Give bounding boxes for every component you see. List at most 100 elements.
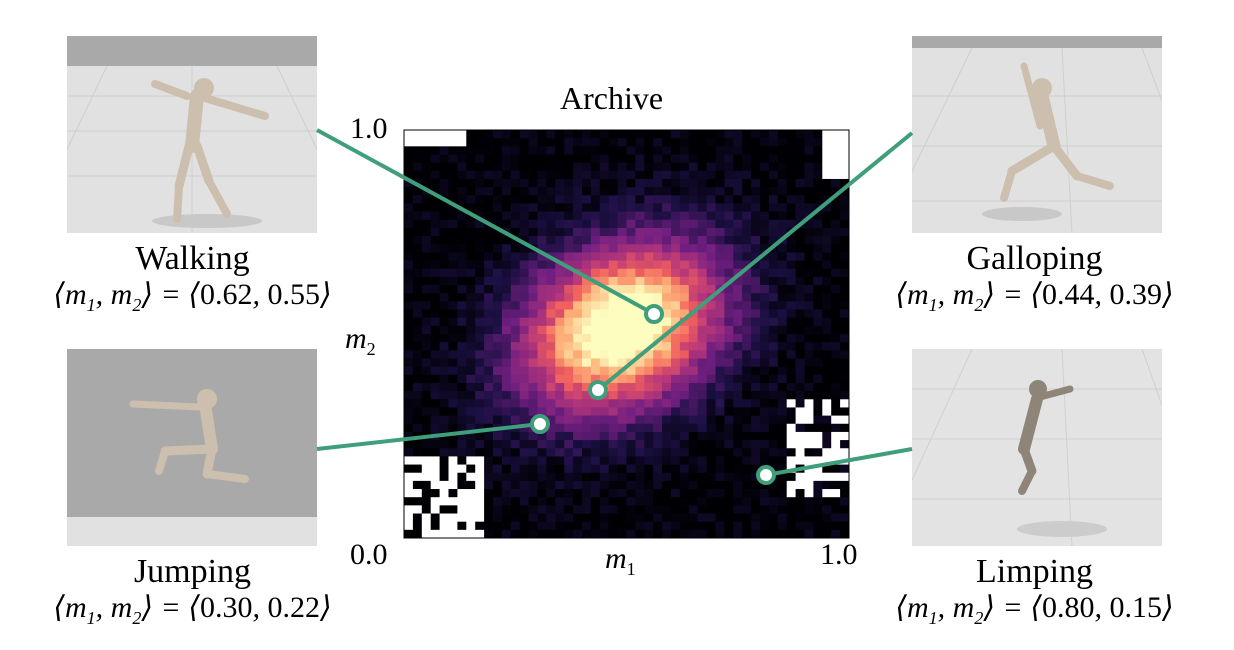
heatmap-cell xyxy=(439,366,449,376)
heatmap-cell xyxy=(715,301,725,310)
heatmap-cell xyxy=(671,130,681,139)
heatmap-cell xyxy=(573,440,583,449)
heatmap-cell xyxy=(457,382,467,392)
heatmap-cell xyxy=(706,162,716,172)
heatmap-cell xyxy=(466,187,476,196)
heatmap-cell xyxy=(626,146,636,155)
heatmap-cell xyxy=(662,276,672,286)
heatmap-cell xyxy=(813,252,823,261)
heatmap-cell xyxy=(617,170,627,180)
heatmap-cell xyxy=(679,187,690,196)
heatmap-cell xyxy=(510,521,521,531)
heatmap-cell xyxy=(831,366,841,376)
heatmap-cell xyxy=(519,268,529,278)
heatmap-cell xyxy=(555,497,565,506)
heatmap-cell xyxy=(457,146,467,155)
heatmap-cell xyxy=(608,513,618,523)
heatmap-cell xyxy=(510,227,521,237)
heatmap-cell xyxy=(706,521,716,531)
heatmap-cell xyxy=(404,260,414,270)
heatmap-cell xyxy=(519,456,529,465)
heatmap-cell xyxy=(733,529,743,539)
heatmap-cell xyxy=(804,358,814,368)
heatmap-cell xyxy=(421,489,432,498)
heatmap-cell xyxy=(706,489,716,498)
heatmap-cell xyxy=(804,472,814,482)
heatmap-cell xyxy=(715,195,725,204)
heatmap-cell xyxy=(626,521,636,531)
heatmap-cell xyxy=(590,244,601,253)
heatmap-cell xyxy=(448,440,458,449)
heatmap-cell xyxy=(795,529,805,539)
heatmap-cell xyxy=(519,382,529,392)
heatmap-cell xyxy=(493,448,503,457)
heatmap-cell xyxy=(706,219,716,229)
heatmap-cell xyxy=(688,252,699,261)
heatmap-cell xyxy=(412,358,423,368)
heatmap-cell xyxy=(742,268,752,278)
heatmap-cell xyxy=(822,415,832,425)
heatmap-cell xyxy=(501,440,512,449)
heatmap-cell xyxy=(671,407,681,416)
heatmap-cell xyxy=(564,178,574,188)
heatmap-cell xyxy=(608,219,618,229)
heatmap-cell xyxy=(404,366,414,376)
heatmap-cell xyxy=(528,276,538,286)
heatmap-cell xyxy=(742,415,752,425)
heatmap-cell xyxy=(626,342,636,351)
heatmap-cell xyxy=(786,203,796,212)
heatmap-cell xyxy=(831,244,841,253)
heatmap-cell xyxy=(822,529,832,539)
heatmap-cell xyxy=(412,268,423,278)
heatmap-cell xyxy=(626,529,636,539)
heatmap-cell xyxy=(457,529,467,539)
heatmap-cell xyxy=(484,285,494,294)
heatmap-cell xyxy=(751,130,761,139)
heatmap-cell xyxy=(573,448,583,457)
heatmap-cell xyxy=(679,342,690,351)
heatmap-cell xyxy=(457,342,467,351)
heatmap-cell xyxy=(484,211,494,221)
heatmap-cell xyxy=(573,480,583,490)
heatmap-cell xyxy=(528,260,538,270)
heatmap-cell xyxy=(724,146,734,155)
heatmap-cell xyxy=(528,334,538,343)
heatmap-cell xyxy=(777,187,788,196)
heatmap-cell xyxy=(430,178,440,188)
heatmap-cell xyxy=(644,399,654,408)
heatmap-cell xyxy=(608,431,618,441)
heatmap-cell xyxy=(564,252,574,261)
heatmap-cell xyxy=(662,138,672,147)
heatmap-cell xyxy=(786,195,796,204)
heatmap-cell xyxy=(519,448,529,457)
heatmap-cell xyxy=(519,423,529,433)
heatmap-cell xyxy=(466,448,476,457)
heatmap-cell xyxy=(510,170,521,180)
heatmap-cell xyxy=(466,334,476,343)
heatmap-cell xyxy=(786,448,796,457)
heatmap-cell xyxy=(644,227,654,237)
heatmap-cell xyxy=(439,187,449,196)
heatmap-cell xyxy=(493,513,503,523)
heatmap-cell xyxy=(421,252,432,261)
heatmap-cell xyxy=(466,130,476,139)
heatmap-cell xyxy=(457,521,467,531)
heatmap-cell xyxy=(760,350,770,359)
heatmap-cell xyxy=(475,391,485,400)
heatmap-cell xyxy=(822,391,832,400)
heatmap-cell xyxy=(840,440,850,449)
heatmap-cell xyxy=(546,285,556,294)
heatmap-cell xyxy=(448,489,458,498)
heatmap-cell xyxy=(608,301,618,310)
heatmap-cell xyxy=(777,497,788,506)
heatmap-cell xyxy=(457,358,467,368)
heatmap-cell xyxy=(679,456,690,465)
heatmap-cell xyxy=(404,415,414,425)
heatmap-cell xyxy=(777,423,788,433)
heatmap-cell xyxy=(404,219,414,229)
heatmap-cell xyxy=(786,423,796,433)
heatmap-cell xyxy=(751,448,761,457)
heatmap-cell xyxy=(528,317,538,327)
heatmap-cell xyxy=(501,260,512,270)
heatmap-cell xyxy=(608,489,618,498)
